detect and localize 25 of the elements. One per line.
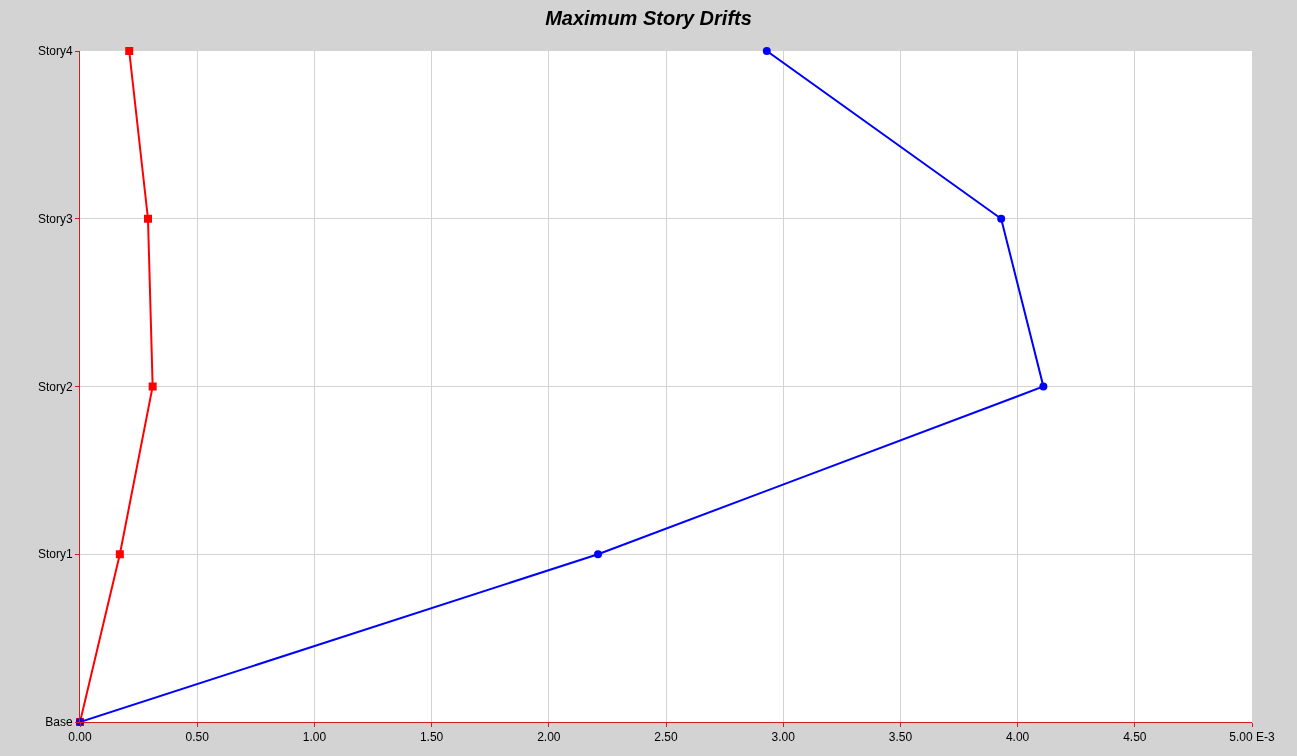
point [594,550,603,559]
point [143,214,152,223]
point [125,47,134,55]
y-tick-label: Story1 [37,547,73,562]
x-tick-label: 1.00 [302,730,327,745]
x-tick-label: 3.50 [888,730,913,745]
x-tick-label: 1.50 [419,730,444,745]
point [997,214,1006,223]
point [1039,382,1048,391]
x-tick-label: 2.00 [537,730,561,745]
point [762,47,771,55]
x-tick-label: 4.00 [1005,730,1030,745]
y-tick-label: Story2 [37,379,73,394]
chart-title: Maximum Story Drifts [545,7,752,30]
point [148,382,157,391]
y-tick-label: Story3 [37,211,73,226]
x-tick-label: 3.00 [771,730,796,745]
y-tick-label: Story4 [37,44,73,59]
x-tick-label: 4.50 [1123,730,1147,745]
x-tick-label: 5.00 E-3 [1229,730,1275,745]
point [115,550,124,559]
x-tick-label: 2.50 [654,730,678,745]
y-tick-label: Base [45,715,73,730]
x-tick-label: 0.00 [68,730,92,745]
x-tick-label: 0.50 [185,730,210,745]
